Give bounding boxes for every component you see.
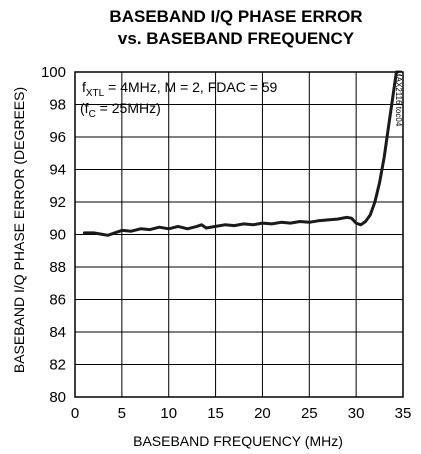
annotation-line1: fXTL = 4MHz, M = 2, FDAC = 59 bbox=[82, 79, 278, 99]
x-tick-label: 5 bbox=[118, 405, 126, 422]
annotation-c-sub: C bbox=[89, 109, 96, 120]
annotation-params: = 4MHz, M = 2, FDAC = 59 bbox=[104, 79, 277, 95]
y-tick-label: 90 bbox=[49, 227, 66, 244]
plot-grid bbox=[75, 72, 403, 397]
x-tick-label: 0 bbox=[71, 405, 79, 422]
y-tick-label: 80 bbox=[49, 389, 66, 406]
y-tick-label: 92 bbox=[49, 194, 66, 211]
chart-title-line1: BASEBAND I/Q PHASE ERROR bbox=[109, 7, 362, 26]
annotation-line2: (fC = 25MHz) bbox=[80, 100, 161, 120]
annotation-xtl-sub: XTL bbox=[86, 88, 105, 99]
x-tick-label: 15 bbox=[207, 405, 224, 422]
y-axis-label: BASEBAND I/Q PHASE ERROR (DEGREES) bbox=[11, 87, 27, 373]
y-tick-label: 98 bbox=[49, 97, 66, 114]
x-tick-labels: 0 5 10 15 20 25 30 35 bbox=[71, 405, 412, 422]
y-tick-label: 86 bbox=[49, 292, 66, 309]
y-tick-label: 88 bbox=[49, 259, 66, 276]
y-tick-label: 100 bbox=[41, 64, 66, 81]
annotation-f: f bbox=[82, 79, 86, 95]
y-tick-label: 82 bbox=[49, 357, 66, 374]
y-tick-label: 94 bbox=[49, 162, 66, 179]
x-tick-label: 10 bbox=[160, 405, 177, 422]
x-tick-label: 30 bbox=[348, 405, 365, 422]
figure-code: MAX2116 toc04 bbox=[394, 70, 403, 127]
phase-error-series-line bbox=[82, 70, 398, 237]
x-tick-label: 25 bbox=[301, 405, 318, 422]
x-tick-label: 20 bbox=[254, 405, 271, 422]
annotation-fc-prefix: (f bbox=[80, 100, 89, 116]
plot-frame bbox=[74, 71, 404, 398]
x-tick-label: 35 bbox=[395, 405, 412, 422]
chart-title-line2: vs. BASEBAND FREQUENCY bbox=[118, 29, 355, 48]
x-axis-label: BASEBAND FREQUENCY (MHz) bbox=[133, 433, 343, 449]
y-tick-label: 84 bbox=[49, 324, 66, 341]
y-tick-labels: 80 82 84 86 88 90 92 94 96 98 100 bbox=[41, 64, 66, 406]
y-tick-label: 96 bbox=[49, 129, 66, 146]
annotation-fc-value: = 25MHz) bbox=[96, 100, 161, 116]
